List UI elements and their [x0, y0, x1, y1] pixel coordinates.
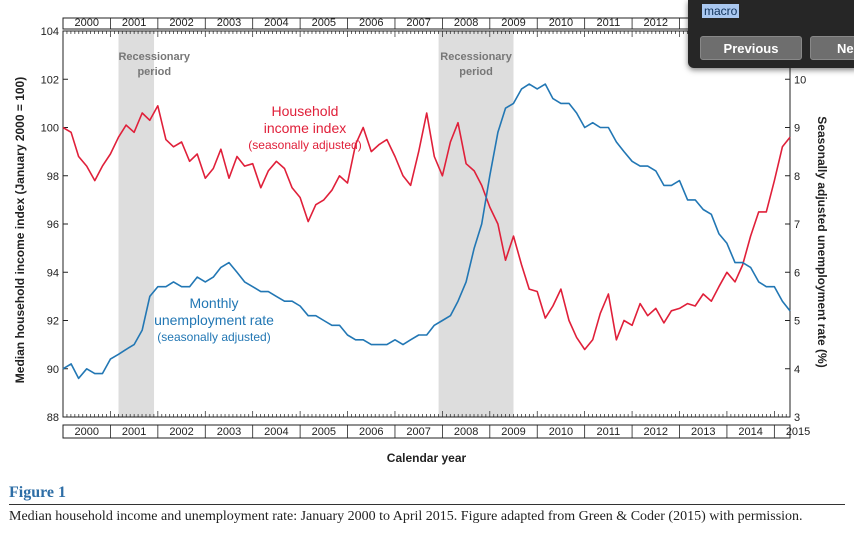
left-tick-label: 98	[47, 171, 59, 183]
next-button[interactable]: Ne	[810, 36, 854, 60]
right-tick-label: 4	[794, 364, 800, 376]
recession-band	[438, 31, 514, 417]
x-tick-label: 2011	[597, 426, 621, 438]
top-x-tick-label: 2011	[597, 17, 621, 29]
y-axis-left-title: Median household income index (January 2…	[13, 77, 27, 383]
right-tick-label: 3	[794, 412, 800, 424]
top-x-tick-label: 2006	[359, 17, 383, 29]
recession-band	[118, 31, 155, 417]
previous-button[interactable]: Previous	[700, 36, 802, 60]
unemployment-line	[62, 83, 791, 380]
right-tick-label: 10	[794, 74, 806, 86]
left-tick-label: 90	[47, 364, 59, 376]
right-tick-label: 8	[794, 171, 800, 183]
recession-label: period	[137, 66, 171, 78]
x-tick-label: 2010	[549, 426, 573, 438]
top-x-tick-label: 2012	[644, 17, 668, 29]
income-series-label: income index	[264, 120, 347, 136]
top-x-tick-label: 2001	[122, 17, 146, 29]
y-axis-right-title: Seasonally adjusted unemployment rate (%…	[815, 116, 829, 367]
x-axis-title: Calendar year	[387, 451, 467, 465]
x-tick-label: 2008	[454, 426, 478, 438]
top-x-tick-label: 2004	[264, 17, 288, 29]
right-tick-label: 7	[794, 219, 800, 231]
figure-caption: Median household income and unemployment…	[9, 509, 803, 524]
figure-divider	[9, 504, 845, 505]
top-x-tick-label: 2009	[501, 17, 525, 29]
unemployment-series-label: (seasonally adjusted)	[157, 330, 270, 344]
top-x-tick-label: 2000	[74, 17, 98, 29]
top-x-tick-label: 2008	[454, 17, 478, 29]
x-tick-label: 2007	[406, 426, 430, 438]
x-tick-label: 2005	[312, 426, 336, 438]
x-tick-label: 2001	[122, 426, 146, 438]
search-highlight-text[interactable]: macro	[702, 4, 740, 18]
recession-label: Recessionary	[440, 51, 512, 63]
left-tick-label: 88	[47, 412, 59, 424]
x-tick-label: 2002	[169, 426, 193, 438]
x-tick-label: 2003	[217, 426, 241, 438]
plot-frame	[62, 30, 791, 418]
right-tick-label: 6	[794, 267, 800, 279]
x-tick-label: 2000	[74, 426, 98, 438]
recession-label: Recessionary	[118, 51, 190, 63]
left-tick-label: 100	[41, 123, 59, 135]
x-tick-label: 2009	[501, 426, 525, 438]
left-tick-label: 96	[47, 219, 59, 231]
top-x-tick-label: 2007	[406, 17, 430, 29]
left-tick-label: 94	[47, 267, 59, 279]
x-tick-label: 2015	[786, 426, 810, 438]
income-series-label: Household	[272, 103, 339, 119]
x-tick-label: 2004	[264, 426, 288, 438]
right-tick-label: 9	[794, 123, 800, 135]
income-line	[62, 105, 791, 351]
x-tick-label: 2012	[644, 426, 668, 438]
left-tick-label: 104	[41, 26, 59, 38]
x-tick-label: 2006	[359, 426, 383, 438]
left-tick-label: 92	[47, 316, 59, 328]
recession-label: period	[459, 66, 493, 78]
top-x-tick-label: 2002	[169, 17, 193, 29]
right-tick-label: 5	[794, 316, 800, 328]
left-tick-label: 102	[41, 74, 59, 86]
top-x-tick-label: 2003	[217, 17, 241, 29]
unemployment-series-label: unemployment rate	[154, 312, 274, 328]
income-series-label: (seasonally adjusted)	[248, 138, 361, 152]
figure-title: Figure 1	[9, 484, 67, 501]
top-x-tick-label: 2010	[549, 17, 573, 29]
bottom-year-strip	[62, 424, 791, 439]
x-tick-label: 2014	[738, 426, 762, 438]
top-x-tick-label: 2005	[312, 17, 336, 29]
unemployment-series-label: Monthly	[189, 295, 238, 311]
x-tick-label: 2013	[691, 426, 715, 438]
find-popup: macro Previous Ne	[688, 0, 854, 68]
chart: 2000 2001 2002 2003 2004 2005 2006 2007 2008 2009…	[13, 17, 829, 465]
